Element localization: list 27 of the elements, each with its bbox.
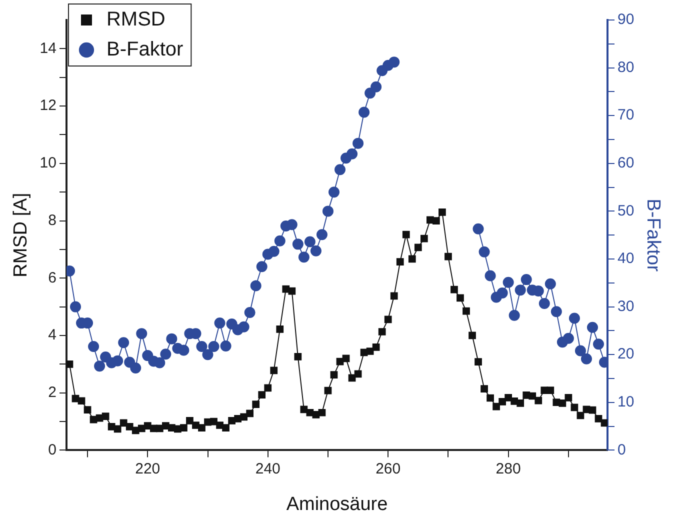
y2-tick-label: 30 <box>618 298 634 315</box>
y-tick-label: 4 <box>48 326 56 344</box>
x-tick-label: 220 <box>135 460 160 478</box>
y-tick-label: 2 <box>48 384 56 401</box>
y-axis-title: RMSD [A] <box>10 192 32 278</box>
y2-tick-label: 60 <box>618 154 634 172</box>
legend-label: B-Faktor <box>106 38 184 61</box>
x-tick-label: 280 <box>496 460 521 478</box>
legend-label: RMSD <box>106 8 166 31</box>
y-tick-label: 0 <box>48 441 56 458</box>
y2-tick-label: 40 <box>618 250 634 268</box>
y2-tick-label: 20 <box>618 346 634 363</box>
x-tick-label: 260 <box>376 460 401 478</box>
y2-tick-label: 10 <box>618 394 634 411</box>
y-tick-label: 14 <box>40 40 56 57</box>
y2-axis-title: B-Faktor <box>642 198 664 272</box>
y2-tick-label: 50 <box>618 202 634 220</box>
y-tick-label: 10 <box>40 154 56 172</box>
y-tick-label: 8 <box>48 212 56 229</box>
y-tick-label: 6 <box>48 269 56 286</box>
y2-tick-label: 70 <box>618 106 634 124</box>
x-axis-title: Aminosäure <box>286 494 388 515</box>
x-tick-label: 240 <box>255 460 280 478</box>
y-tick-label: 12 <box>40 97 56 114</box>
y2-tick-label: 90 <box>618 11 634 28</box>
y2-tick-label: 80 <box>618 58 634 76</box>
y2-tick-label: 0 <box>618 441 626 458</box>
